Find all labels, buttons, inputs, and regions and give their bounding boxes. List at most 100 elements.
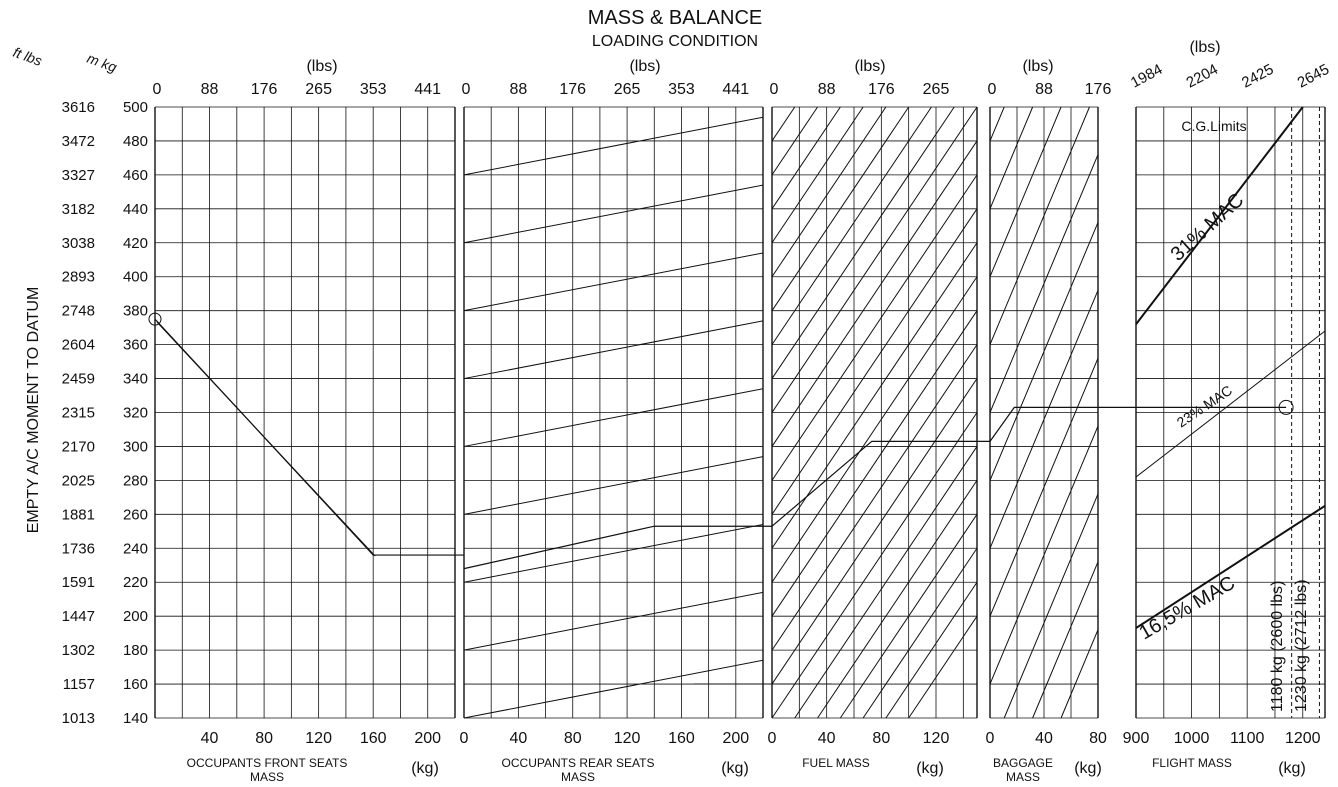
x-tick-lbs: 441 (414, 81, 441, 98)
x-tick-kg: 120 (614, 730, 641, 747)
labels-layer: MASS & BALANCE LOADING CONDITION EMPTY A… (11, 7, 1332, 784)
y-tick-ftlbs: 2315 (62, 405, 95, 422)
x-axis-label: OCCUPANTS REAR SEATS (502, 756, 655, 770)
x-tick-lbs: 2204 (1183, 61, 1220, 92)
x-unit-kg: (kg) (1074, 760, 1102, 777)
baggage-guide-line (1032, 561, 1099, 719)
y-unit-mkg: m kg (85, 50, 119, 75)
y-tick-mkg: 440 (123, 201, 148, 218)
path-front (154, 318, 464, 556)
x-axis-label-2: MASS (1006, 770, 1040, 784)
rear-guide-line (463, 320, 764, 380)
x-tick-lbs: 2425 (1239, 61, 1276, 92)
result-marker (1278, 399, 1294, 415)
y-tick-mkg: 200 (123, 608, 148, 625)
y-tick-mkg: 140 (123, 710, 148, 727)
x-tick-lbs: 2645 (1295, 61, 1332, 92)
rear-guide-line (463, 659, 764, 719)
limit-1180-label: 1180 kg (2600 lbs) (1269, 581, 1286, 712)
mac-31-line (1135, 106, 1304, 325)
fuel-guide-line (862, 547, 978, 719)
x-tick-lbs: 0 (462, 81, 471, 98)
x-tick-kg: 900 (1123, 730, 1150, 747)
x-axis-label: FLIGHT MASS (1152, 756, 1232, 770)
y-tick-ftlbs: 2893 (62, 269, 95, 286)
fuel-guide-line (771, 106, 796, 142)
baggage-guide-line (989, 222, 1099, 481)
y-tick-mkg: 320 (123, 405, 148, 422)
y-tick-ftlbs: 2748 (62, 303, 95, 320)
rear-guide-line (463, 184, 764, 244)
y-tick-ftlbs: 1157 (63, 676, 95, 693)
example-path-layer (148, 312, 1294, 685)
x-unit-lbs: (lbs) (306, 58, 337, 75)
x-axis-label-2: MASS (561, 770, 595, 784)
x-tick-lbs: 1984 (1128, 61, 1165, 92)
x-tick-lbs: 88 (201, 81, 219, 98)
path-front-2 (156, 321, 376, 557)
y-unit-ftlbs: ft lbs (11, 44, 44, 69)
rear-guide-line (463, 456, 764, 515)
x-tick-kg: 0 (768, 730, 777, 747)
fuel-guide-line (771, 276, 978, 583)
mac-165-line (1135, 505, 1326, 629)
x-tick-lbs: 441 (722, 81, 749, 98)
x-tick-kg: 0 (986, 730, 995, 747)
x-axis-label: OCCUPANTS FRONT SEATS (187, 756, 348, 770)
fuel-guide-line (771, 106, 978, 413)
limit-1230-label: 1230 kg (2712 lbs) (1293, 579, 1310, 712)
x-tick-kg: 80 (872, 730, 890, 747)
y-axis-label: EMPTY A/C MOMENT TO DATUM (25, 287, 42, 534)
y-tick-ftlbs: 1736 (62, 540, 95, 557)
y-tick-mkg: 460 (123, 167, 148, 184)
fuel-guide-line (771, 208, 978, 515)
fuel-guide-line (908, 615, 978, 719)
x-unit-kg: (kg) (916, 760, 944, 777)
x-tick-kg: 80 (1089, 730, 1107, 747)
x-tick-lbs: 265 (614, 81, 641, 98)
path-rear (463, 525, 772, 570)
y-tick-ftlbs: 3038 (62, 235, 95, 252)
x-axis-label: FUEL MASS (802, 756, 870, 770)
x-tick-lbs: 0 (770, 81, 779, 98)
fuel-guide-line (817, 480, 978, 719)
x-tick-lbs: 88 (818, 81, 836, 98)
fuel-guide-line (771, 310, 978, 617)
fuel-guide-line (771, 106, 887, 278)
baggage-guide-line (989, 106, 1062, 277)
baggage-guide-line (989, 425, 1099, 685)
y-tick-ftlbs: 1881 (62, 506, 95, 523)
x-tick-kg: 160 (668, 730, 695, 747)
x-tick-kg: 40 (509, 730, 527, 747)
y-tick-mkg: 260 (123, 506, 148, 523)
mac-31-label: 31% MAC (1167, 189, 1249, 266)
x-unit-lbs: (lbs) (629, 58, 660, 75)
chart-title: MASS & BALANCE (588, 7, 763, 29)
path-baggage (989, 406, 1287, 442)
y-tick-mkg: 160 (123, 676, 148, 693)
y-tick-ftlbs: 1302 (62, 642, 95, 659)
x-tick-lbs: 353 (360, 81, 387, 98)
rear-guide-line (463, 388, 764, 447)
y-tick-mkg: 360 (123, 337, 148, 354)
y-tick-mkg: 380 (123, 303, 148, 320)
x-tick-lbs: 265 (923, 81, 950, 98)
x-tick-lbs: 0 (153, 81, 162, 98)
guide-lines-layer (463, 106, 1326, 719)
fuel-guide-line (771, 106, 818, 176)
x-tick-lbs: 176 (1085, 81, 1112, 98)
x-tick-kg: 120 (923, 730, 950, 747)
x-tick-kg: 1000 (1174, 730, 1210, 747)
mac-23-line (1135, 330, 1326, 478)
y-tick-ftlbs: 2025 (62, 472, 95, 489)
x-tick-lbs: 0 (988, 81, 997, 98)
start-marker (148, 312, 162, 326)
y-tick-ftlbs: 1447 (62, 608, 95, 625)
baggage-guide-line (989, 154, 1099, 413)
baggage-guide-line (989, 106, 1005, 142)
y-tick-ftlbs: 1591 (62, 574, 95, 591)
fuel-guide-line (771, 412, 978, 719)
fuel-guide-line (771, 174, 978, 481)
y-tick-ftlbs: 3182 (62, 201, 95, 218)
x-unit-kg: (kg) (1278, 760, 1306, 777)
